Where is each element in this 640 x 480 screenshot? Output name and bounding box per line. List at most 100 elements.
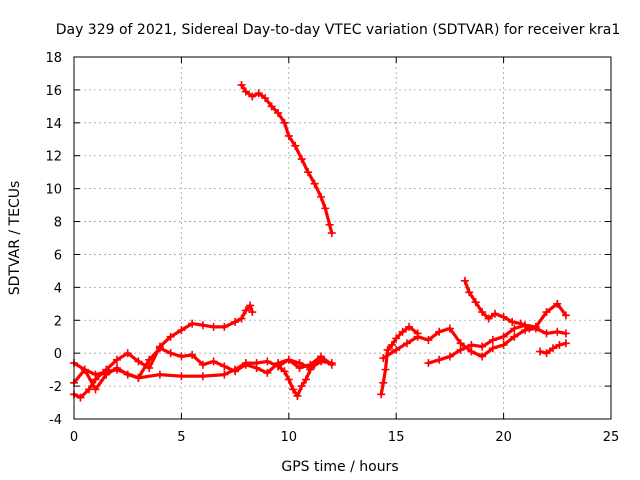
data-point-marker [145, 363, 154, 372]
data-point-marker [177, 326, 186, 335]
data-point-marker [134, 357, 143, 366]
data-point-marker [499, 340, 508, 349]
y-tick-label: 8 [54, 216, 62, 231]
data-point-marker [301, 375, 310, 384]
data-point-marker [220, 362, 229, 371]
data-point-marker [237, 80, 246, 89]
data-point-marker [306, 365, 315, 374]
data-point-marker [241, 306, 250, 315]
data-point-marker [123, 349, 132, 358]
data-point-marker [304, 168, 313, 177]
data-point-marker [413, 332, 422, 341]
chart-title: Day 329 of 2021, Sidereal Day-to-day VTE… [56, 22, 621, 38]
data-point-marker [392, 334, 401, 343]
series-line [463, 279, 531, 331]
data-point-marker [241, 87, 250, 96]
data-point-marker [261, 94, 270, 103]
data-point-marker [310, 179, 319, 188]
data-point-marker [549, 344, 558, 353]
data-point-marker [561, 339, 570, 348]
data-point-marker [499, 312, 508, 321]
y-tick-label: 2 [54, 314, 62, 329]
data-point-marker [263, 368, 272, 377]
tick-labels: 0 5 10 15 20 25 -4 -2 0 2 4 6 8 10 12 14 16 18 [45, 51, 619, 445]
data-point-marker [166, 349, 175, 358]
data-point-marker [289, 385, 298, 394]
series-line [381, 326, 568, 360]
data-point-marker [536, 347, 545, 356]
data-point-marker [508, 317, 517, 326]
data-point-marker [241, 360, 250, 369]
data-point-marker [284, 131, 293, 140]
data-point-marker [516, 319, 525, 328]
series-track-1 [237, 80, 336, 238]
data-point-marker [488, 344, 497, 353]
data-point-marker [392, 345, 401, 354]
data-point-marker [112, 355, 121, 364]
data-point-marker [280, 367, 289, 376]
data-point-marker [499, 332, 508, 341]
data-point-marker [555, 340, 564, 349]
series-line [239, 83, 334, 235]
data-point-marker [317, 355, 326, 364]
data-point-marker [91, 385, 100, 394]
series-track-7 [379, 324, 570, 363]
y-tick-label: 18 [45, 51, 62, 66]
data-point-marker [198, 360, 207, 369]
data-point-marker [525, 324, 534, 333]
series-line [379, 325, 420, 396]
data-point-marker [188, 350, 197, 359]
data-point-marker [274, 362, 283, 371]
data-point-marker [231, 317, 240, 326]
data-point-marker [76, 393, 85, 402]
series-track-3 [70, 355, 336, 382]
data-point-marker [542, 329, 551, 338]
data-point-marker [325, 220, 334, 229]
series-line [426, 302, 568, 365]
data-point-marker [488, 336, 497, 345]
y-axis-label: SDTVAR / TECUs [7, 181, 23, 296]
data-point-marker [237, 314, 246, 323]
data-point-marker [478, 342, 487, 351]
data-point-marker [424, 336, 433, 345]
data-point-marker [80, 365, 89, 374]
data-point-marker [310, 360, 319, 369]
data-point-marker [291, 141, 300, 150]
y-tick-label: 12 [45, 150, 62, 165]
y-tick-label: 14 [45, 117, 62, 132]
data-point-marker [166, 332, 175, 341]
data-point-marker [424, 359, 433, 368]
data-point-marker [465, 288, 474, 297]
data-point-marker [198, 321, 207, 330]
x-tick-label: 0 [70, 430, 78, 445]
y-tick-label: 4 [54, 281, 62, 296]
data-point-marker [220, 370, 229, 379]
data-point-marker [198, 372, 207, 381]
data-point-marker [177, 372, 186, 381]
x-tick-label: 15 [388, 430, 405, 445]
data-point-marker [467, 340, 476, 349]
data-point-marker [231, 367, 240, 376]
data-point-marker [435, 327, 444, 336]
data-point-marker [295, 363, 304, 372]
data-point-marker [478, 308, 487, 317]
y-tick-label: 6 [54, 248, 62, 263]
data-point-marker [471, 298, 480, 307]
data-point-marker [177, 352, 186, 361]
data-point-marker [484, 314, 493, 323]
data-point-marker [327, 360, 336, 369]
series-line [72, 346, 334, 391]
data-point-marker [297, 382, 306, 391]
data-point-marker [284, 375, 293, 384]
data-point-marker [280, 118, 289, 127]
data-point-marker [379, 354, 388, 363]
y-tick-label: 10 [45, 183, 62, 198]
x-tick-label: 10 [281, 430, 298, 445]
data-point-marker [445, 324, 454, 333]
data-point-marker [377, 390, 386, 399]
plot-frame [73, 56, 612, 420]
series-track-9 [460, 276, 534, 333]
y-tick-label: -2 [49, 380, 62, 395]
data-point-marker [293, 391, 302, 400]
